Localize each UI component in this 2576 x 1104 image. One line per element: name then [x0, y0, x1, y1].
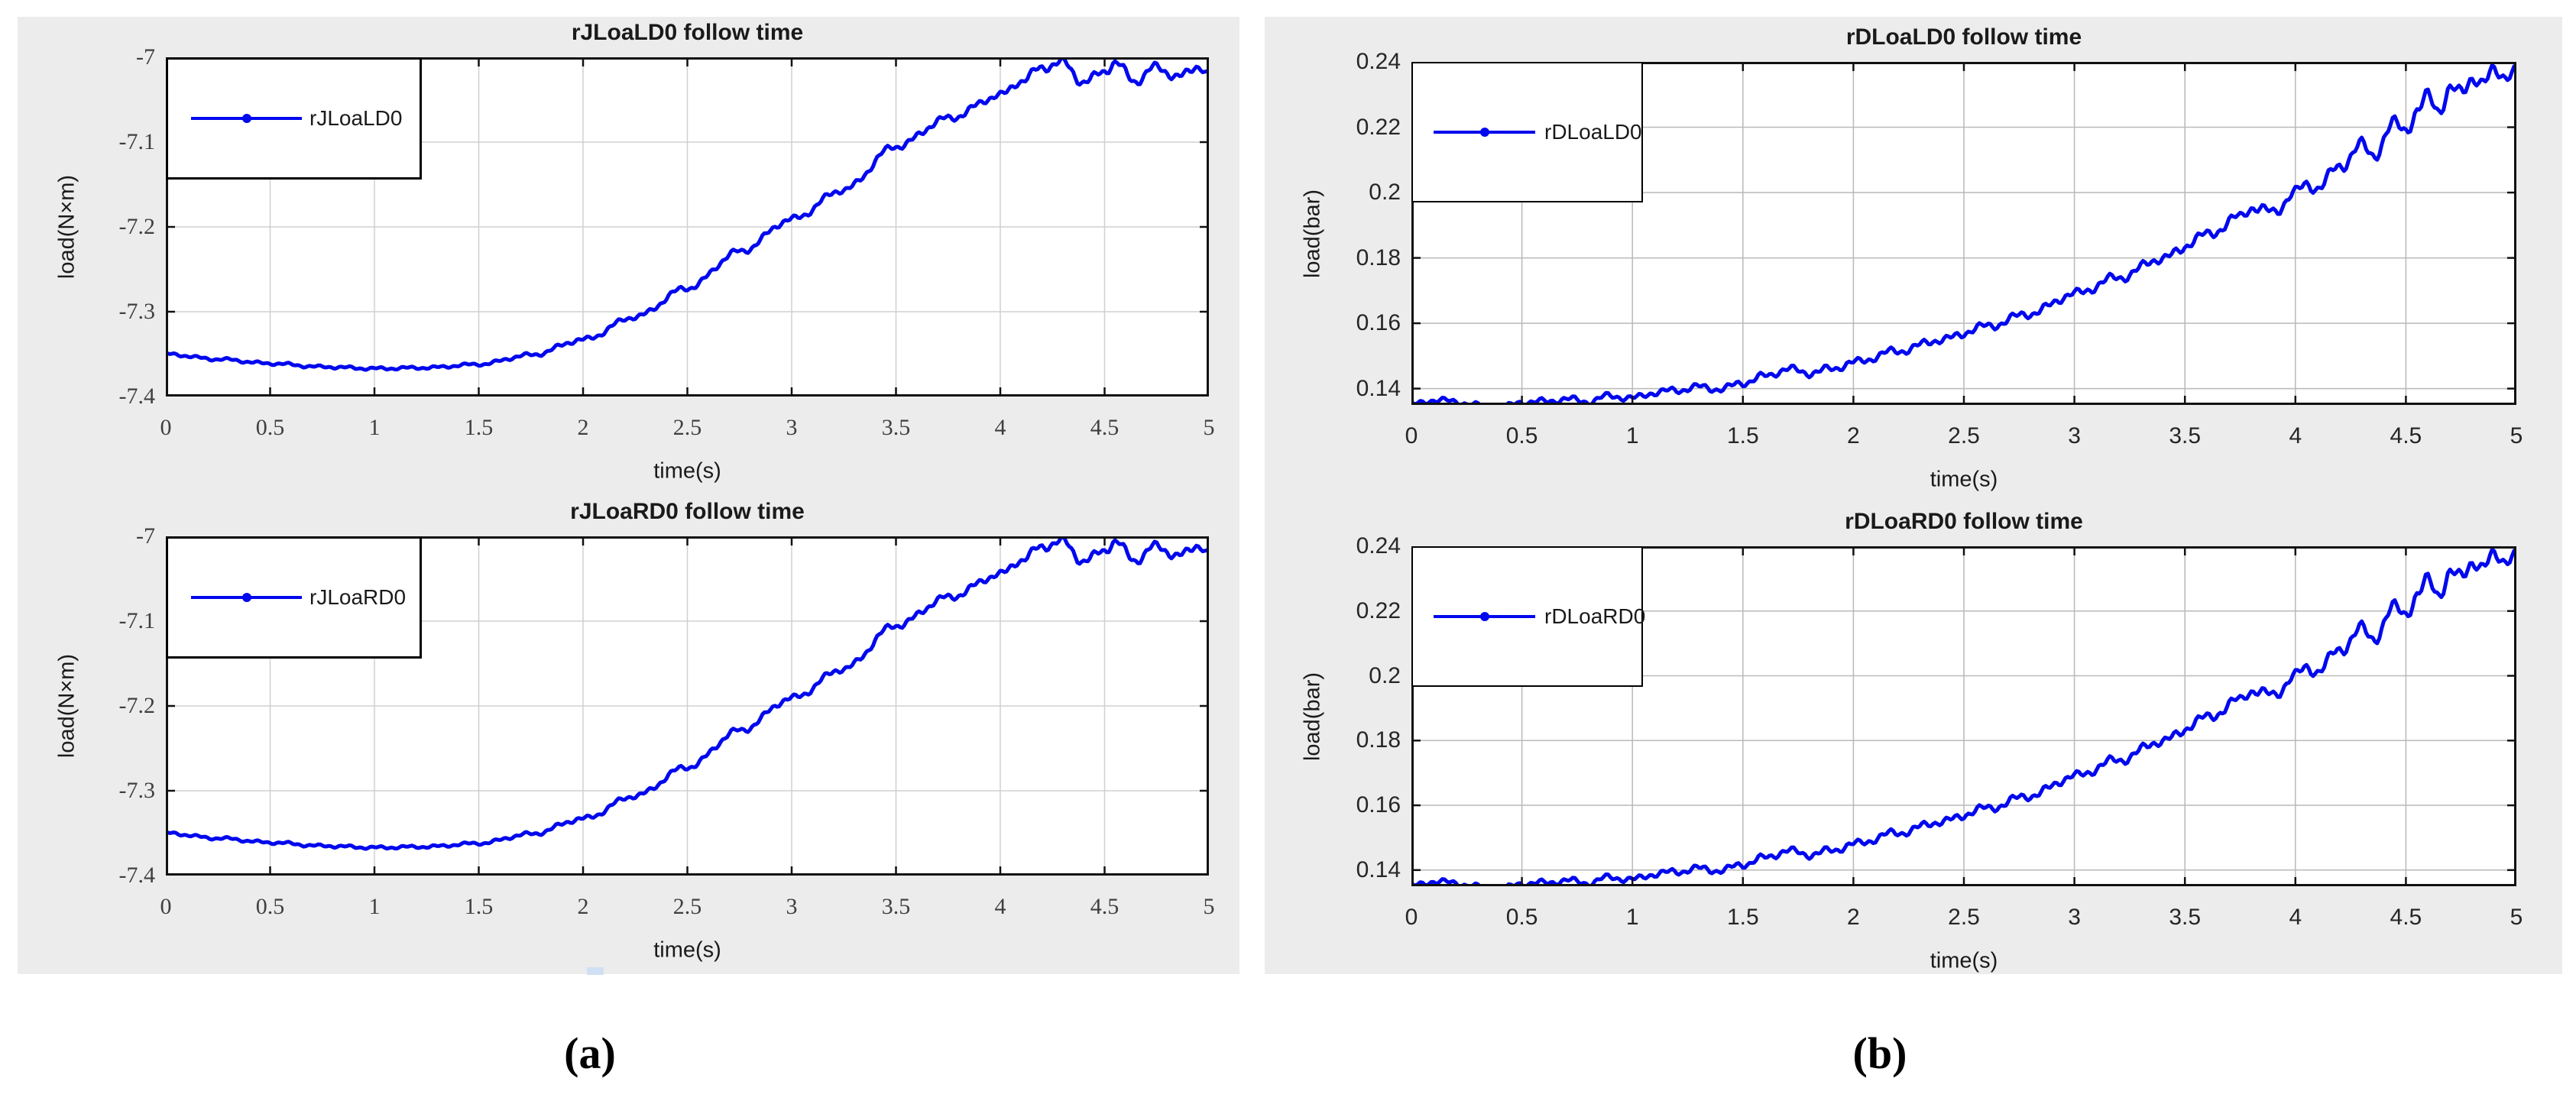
caption-a: (a)	[564, 1028, 616, 1078]
x-tick-label: 4.5	[2390, 423, 2422, 448]
x-tick-label: 5	[1203, 894, 1215, 919]
y-tick-label: 0.18	[1356, 244, 1401, 270]
x-tick-label: 3.5	[881, 415, 911, 440]
x-axis-label: time(s)	[1930, 948, 1998, 973]
stray-highlight-artifact	[587, 967, 604, 975]
x-tick-label: 5	[1203, 415, 1215, 440]
y-tick-label: 0.2	[1369, 180, 1401, 206]
x-tick-label: 4.5	[1090, 415, 1120, 440]
x-tick-label: 1.5	[464, 415, 494, 440]
legend-marker-dot	[241, 593, 251, 602]
x-tick-label: 1	[368, 894, 381, 919]
y-tick-label: -7.1	[118, 608, 156, 633]
x-tick-label: 4	[994, 415, 1006, 440]
x-tick-label: 1.5	[1726, 905, 1759, 930]
legend-line-sample	[1434, 128, 1535, 137]
x-tick-label: 4	[2289, 423, 2302, 448]
data-series-line	[166, 536, 1209, 851]
data-series-line	[1411, 63, 2516, 405]
y-tick-label: -7.2	[118, 693, 156, 718]
x-tick-label: 0	[160, 415, 172, 440]
x-tick-label: 4.5	[2390, 905, 2422, 930]
y-tick-label: 0.24	[1356, 533, 1401, 558]
x-tick-label: 2.5	[672, 894, 702, 919]
x-tick-label: 3	[2068, 905, 2081, 930]
x-tick-label: 4	[2289, 905, 2302, 930]
x-tick-label: 1	[368, 415, 381, 440]
x-tick-label: 3.5	[881, 894, 911, 919]
x-tick-label: 0.5	[255, 415, 285, 440]
y-tick-label: -7.3	[118, 778, 156, 803]
legend-marker-dot	[241, 114, 251, 123]
x-tick-label: 4	[994, 894, 1006, 919]
x-tick-label: 1	[1625, 423, 1639, 448]
y-tick-label: -7	[136, 523, 155, 549]
x-tick-label: 3	[786, 415, 798, 440]
y-tick-label: 0.18	[1356, 727, 1401, 753]
x-tick-label: 2.5	[1948, 423, 1980, 448]
x-tick-label: 0	[1405, 423, 1418, 448]
x-tick-label: 5	[2510, 905, 2523, 930]
x-tick-label: 0.5	[255, 894, 285, 919]
x-tick-label: 3	[786, 894, 798, 919]
legend-line-sample	[1434, 612, 1535, 621]
legend-marker-dot	[1479, 128, 1489, 137]
x-tick-label: 2	[1847, 905, 1860, 930]
y-tick-label: -7.3	[118, 299, 156, 324]
y-tick-label: 0.16	[1356, 792, 1401, 818]
legend-label: rJLoaRD0	[309, 585, 407, 609]
plot-title: rJLoaRD0 follow time	[570, 499, 805, 524]
y-tick-label: -7.4	[118, 384, 156, 409]
y-tick-label: 0.24	[1356, 49, 1401, 74]
x-tick-label: 5	[2510, 423, 2523, 448]
legend-line-sample	[191, 114, 302, 123]
plot-title: rJLoaLD0 follow time	[571, 20, 804, 45]
x-tick-label: 4.5	[1090, 894, 1120, 919]
legend-label: rDLoaRD0	[1544, 604, 1646, 628]
x-tick-label: 0	[160, 894, 172, 919]
legend-label: rJLoaLD0	[309, 106, 403, 130]
legend-label: rDLoaLD0	[1544, 120, 1642, 144]
legend-line-sample	[191, 593, 302, 602]
x-tick-label: 1.5	[464, 894, 494, 919]
x-tick-label: 3.5	[2169, 905, 2202, 930]
x-axis-label: time(s)	[653, 937, 721, 963]
x-tick-label: 3	[2068, 423, 2081, 448]
y-tick-label: 0.22	[1356, 597, 1401, 623]
x-tick-label: 2.5	[1948, 905, 1980, 930]
plot-title: rDLoaRD0 follow time	[1845, 509, 2083, 534]
x-tick-label: 2.5	[672, 415, 702, 440]
caption-b: (b)	[1852, 1028, 1907, 1078]
x-axis-label: time(s)	[1930, 467, 1998, 492]
legend-marker-dot	[1479, 612, 1489, 621]
x-tick-label: 2	[577, 415, 589, 440]
legend: rDLoaLD0	[1411, 62, 1643, 202]
x-tick-label: 0.5	[1505, 905, 1538, 930]
y-tick-label: 0.14	[1356, 856, 1401, 882]
legend: rJLoaRD0	[166, 536, 422, 659]
x-tick-label: 0	[1405, 905, 1418, 930]
y-tick-label: -7.4	[118, 863, 156, 888]
x-tick-label: 1	[1625, 905, 1639, 930]
x-tick-label: 1.5	[1726, 423, 1759, 448]
y-tick-label: 0.2	[1369, 662, 1401, 688]
y-tick-label: 0.22	[1356, 114, 1401, 140]
plot-title: rDLoaLD0 follow time	[1845, 24, 2082, 50]
x-axis-label: time(s)	[653, 458, 721, 484]
x-tick-label: 2	[577, 894, 589, 919]
y-tick-label: 0.14	[1356, 375, 1401, 401]
y-tick-label: -7.1	[118, 129, 156, 154]
data-series-line	[1411, 547, 2516, 886]
x-tick-label: 0.5	[1505, 423, 1538, 448]
legend: rJLoaLD0	[166, 57, 422, 180]
y-tick-label: -7.2	[118, 214, 156, 239]
legend: rDLoaRD0	[1411, 546, 1646, 687]
y-tick-label: 0.16	[1356, 310, 1401, 336]
data-series-line	[166, 57, 1209, 372]
x-tick-label: 2	[1847, 423, 1860, 448]
x-tick-label: 3.5	[2169, 423, 2202, 448]
y-tick-label: -7	[136, 44, 155, 70]
